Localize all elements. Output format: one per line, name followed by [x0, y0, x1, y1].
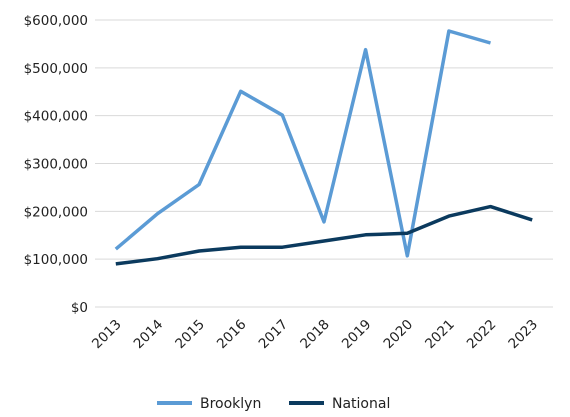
x-tick-label: 2018: [297, 317, 333, 353]
y-tick-label: $0: [71, 300, 88, 316]
series-line-national: [115, 204, 533, 266]
series-lines: [114, 29, 533, 266]
x-tick-label: 2015: [172, 317, 208, 353]
y-tick-label: $500,000: [24, 61, 88, 77]
y-tick-label: $200,000: [24, 204, 88, 220]
x-tick-label: 2021: [422, 317, 458, 353]
x-tick-label: 2020: [380, 317, 416, 353]
x-tick-label: 2017: [256, 317, 292, 353]
x-tick-label: 2014: [131, 317, 167, 353]
y-tick-label: $300,000: [24, 157, 88, 173]
x-tick-label: 2019: [339, 317, 375, 353]
y-axis-tick-labels: $0 $100,000 $200,000 $300,000 $400,000 $500,0…: [24, 13, 88, 316]
x-tick-label: 2023: [505, 317, 541, 353]
x-axis-tick-labels: 2013 2014 2015 2016 2017 2018 2019 2020 2021 2022…: [89, 317, 541, 353]
legend-item-national: National: [289, 396, 390, 412]
x-tick-label: 2016: [214, 317, 250, 353]
y-tick-label: $400,000: [24, 109, 88, 125]
y-tick-label: $600,000: [24, 13, 88, 29]
legend-label: Brooklyn: [200, 396, 261, 412]
y-tick-label: $100,000: [24, 252, 88, 268]
series-line-brooklyn: [114, 29, 491, 258]
x-tick-label: 2013: [89, 317, 125, 353]
x-tick-label: 2022: [464, 317, 500, 353]
legend: Brooklyn National: [157, 396, 390, 412]
legend-label: National: [332, 396, 390, 412]
legend-item-brooklyn: Brooklyn: [157, 396, 261, 412]
gridlines: [95, 19, 553, 308]
